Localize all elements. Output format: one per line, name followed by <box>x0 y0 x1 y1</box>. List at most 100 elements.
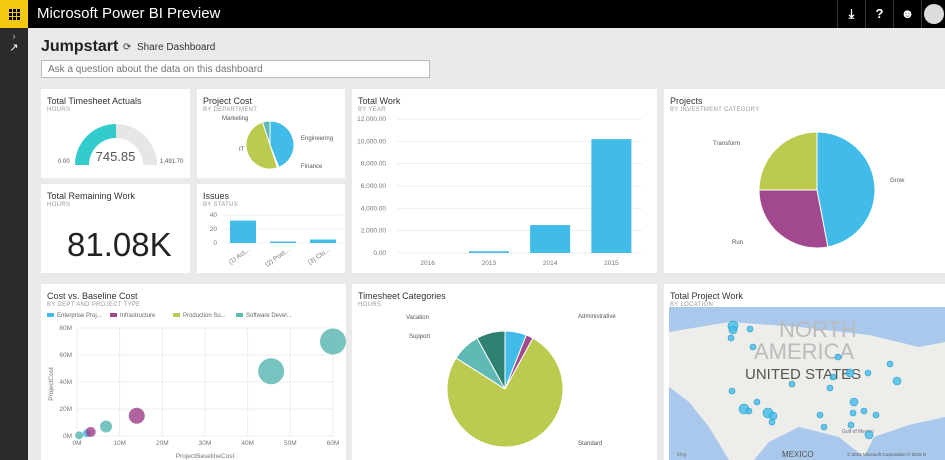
map-location-dot[interactable] <box>847 421 855 429</box>
scatter-point[interactable] <box>320 328 346 355</box>
legend-item[interactable]: Software Devel... <box>246 313 292 319</box>
map-location-dot[interactable] <box>826 384 834 392</box>
tile-total-work[interactable]: Total Work BY YEAR 12,000.00 10,000.00 8,0… <box>352 89 657 273</box>
avatar[interactable] <box>921 0 945 28</box>
x-tick-label: 10M <box>113 440 126 447</box>
tile-subtitle: BY DEPARTMENT <box>203 107 258 113</box>
bar[interactable] <box>530 225 571 253</box>
dashboard-title: Jumpstart <box>41 38 119 55</box>
projects-pie <box>758 131 876 249</box>
map[interactable]: NORTH AMERICA UNITED STATES MEXICO Gulf … <box>669 307 945 460</box>
x-tick-label: 40M <box>241 440 254 447</box>
tile-remaining-work[interactable]: Total Remaining Work HOURS 81.08K <box>41 184 190 273</box>
pie-slice[interactable] <box>758 189 829 249</box>
map-location-dot[interactable] <box>860 407 868 415</box>
x-tick-label: 0M <box>72 440 81 447</box>
scatter-point[interactable] <box>75 431 84 440</box>
expand-chevron-icon[interactable]: › <box>12 31 16 41</box>
bar[interactable] <box>230 220 256 243</box>
tile-timesheet-categories[interactable]: Timesheet Categories HOURS Administrativ… <box>352 284 657 460</box>
map-location-dot[interactable] <box>872 411 880 419</box>
bar[interactable] <box>270 241 296 243</box>
x-tick-label: (1) Act... <box>227 246 251 266</box>
scatter-point[interactable] <box>100 420 113 433</box>
map-location-dot[interactable] <box>845 368 855 378</box>
tile-cost-vs-baseline[interactable]: Cost vs. Baseline Cost BY DEPT AND PROJE… <box>41 284 346 460</box>
map-location-dot[interactable] <box>864 369 872 377</box>
tile-subtitle: HOURS <box>47 202 71 208</box>
pie-slice[interactable] <box>446 337 564 448</box>
legend-swatch <box>47 313 54 317</box>
y-tick-label: 0.00 <box>373 250 386 257</box>
pie-slice[interactable] <box>261 120 271 146</box>
map-location-dot[interactable] <box>728 387 736 395</box>
scatter-point[interactable] <box>85 426 96 437</box>
pie-label: Administrative <box>578 314 616 320</box>
gauge <box>75 124 157 165</box>
map-location-dot[interactable] <box>768 418 776 426</box>
tile-subtitle: HOURS <box>47 107 71 113</box>
map-location-dot[interactable] <box>768 411 778 421</box>
map-location-dot[interactable] <box>749 343 757 351</box>
tile-total-project-work[interactable]: Total Project Work BY LOCATION NORTH AME… <box>664 284 945 460</box>
scatter-point[interactable] <box>128 407 145 424</box>
map-location-dot[interactable] <box>753 398 761 406</box>
legend-item[interactable]: Infrastructure <box>120 313 156 319</box>
bar[interactable] <box>468 251 509 253</box>
x-tick-label: 30M <box>199 440 212 447</box>
map-location-dot[interactable] <box>728 325 738 335</box>
map-location-dot[interactable] <box>829 373 837 381</box>
tile-project-cost[interactable]: Project Cost BY DEPARTMENT Engineering F… <box>197 89 345 178</box>
tile-subtitle: BY YEAR <box>358 107 386 113</box>
map-label: UNITED STATES <box>745 366 861 383</box>
legend-item[interactable]: Enterprise Proj... <box>57 313 102 319</box>
map-label: NORTH <box>779 317 857 342</box>
project-cost-pie <box>245 120 295 170</box>
pie-slice[interactable] <box>758 131 818 191</box>
x-tick-label: 20M <box>156 440 169 447</box>
x-tick-label: 2016 <box>420 260 435 267</box>
pie-slice[interactable] <box>816 131 876 248</box>
map-location-dot[interactable] <box>892 376 902 386</box>
map-location-dot[interactable] <box>834 353 842 361</box>
legend-swatch <box>110 313 117 317</box>
share-dashboard-button[interactable]: ⟳ Share Dashboard <box>123 42 216 53</box>
map-location-dot[interactable] <box>849 409 857 417</box>
map-location-dot[interactable] <box>745 407 753 415</box>
map-location-dot[interactable] <box>849 397 859 407</box>
map-location-dot[interactable] <box>816 411 824 419</box>
sidebar: › ↗ <box>0 28 28 460</box>
tile-projects[interactable]: Projects BY INVESTMENT CATEGORY Grow Run… <box>664 89 945 273</box>
tile-timesheet-actuals[interactable]: Total Timesheet Actuals HOURS 745.85 0.0… <box>41 89 190 178</box>
map-location-dot[interactable] <box>746 325 754 333</box>
pie-slice[interactable] <box>245 121 279 170</box>
bar[interactable] <box>310 239 336 244</box>
y-axis-label: ProjectCost <box>48 367 55 401</box>
scatter-point[interactable] <box>258 358 285 385</box>
map-label: Gulf of Mexico <box>842 429 874 435</box>
map-location-dot[interactable] <box>788 380 796 388</box>
tile-issues[interactable]: Issues BY STATUS 40 20 0 (1) Act... (2) Post… <box>197 184 345 273</box>
pie-label: Transform <box>713 141 741 147</box>
map-location-dot[interactable] <box>727 334 735 342</box>
download-icon[interactable]: ⤓ <box>837 0 865 28</box>
pie-label: Standard <box>578 441 603 447</box>
pie-slice[interactable] <box>476 330 506 390</box>
arrow-icon[interactable]: ↗ <box>9 42 19 54</box>
qa-input[interactable] <box>41 60 430 78</box>
smiley-icon[interactable]: ☻ <box>893 0 921 28</box>
map-location-dot[interactable] <box>820 423 828 431</box>
legend-item[interactable]: Production Su... <box>183 313 226 319</box>
app-launcher-icon[interactable] <box>0 0 28 28</box>
help-icon[interactable]: ? <box>865 0 893 28</box>
bar[interactable] <box>591 139 632 253</box>
map-location-dot[interactable] <box>886 360 894 368</box>
x-tick-label: 50M <box>284 440 297 447</box>
map-location-dot[interactable] <box>864 430 874 440</box>
pie-label: Marketing <box>222 116 249 122</box>
total-work-bar-chart: 12,000.00 10,000.00 8,000.00 6,000.00 4,000.… <box>357 116 642 267</box>
tile-subtitle: HOURS <box>358 302 382 308</box>
pie-slice[interactable] <box>269 120 295 168</box>
pie-label: Grow <box>890 178 905 184</box>
y-tick-label: 6,000.00 <box>361 183 387 190</box>
